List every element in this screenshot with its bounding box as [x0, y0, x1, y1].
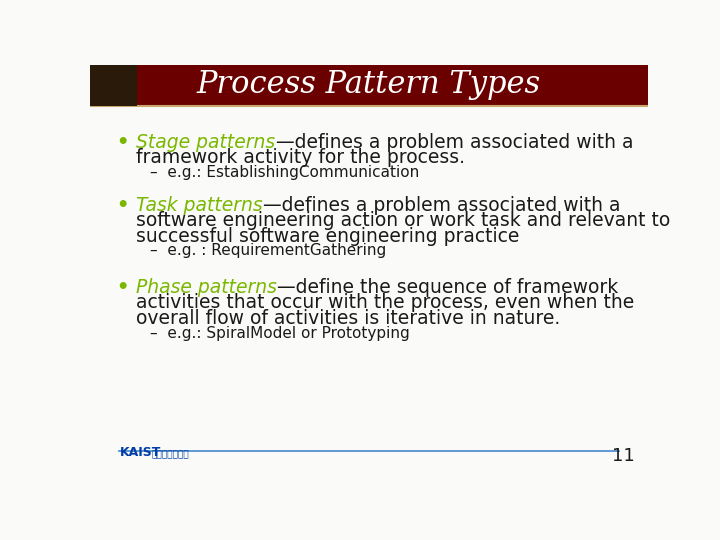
Text: —define the sequence of framework: —define the sequence of framework [277, 278, 618, 297]
Text: Phase patterns: Phase patterns [137, 278, 277, 297]
Text: software engineering action or work task and relevant to: software engineering action or work task… [137, 211, 671, 230]
Text: 한국과학기술원: 한국과학기술원 [152, 450, 189, 459]
Bar [90, 65, 648, 106]
Text: —defines a problem associated with a: —defines a problem associated with a [263, 195, 621, 215]
Text: KAIST: KAIST [120, 446, 161, 459]
Text: •: • [117, 195, 129, 215]
Text: Stage patterns: Stage patterns [137, 132, 276, 152]
Text: overall flow of activities is iterative in nature.: overall flow of activities is iterative … [137, 309, 561, 328]
Bar [90, 65, 137, 106]
Text: Process Pattern Types: Process Pattern Types [197, 69, 541, 100]
Text: framework activity for the process.: framework activity for the process. [137, 148, 466, 167]
Text: Task patterns: Task patterns [137, 195, 263, 215]
Text: –  e.g.: SpiralModel or Prototyping: – e.g.: SpiralModel or Prototyping [150, 326, 410, 341]
Text: •: • [117, 132, 129, 152]
Text: successful software engineering practice: successful software engineering practice [137, 226, 520, 246]
Text: —defines a problem associated with a: —defines a problem associated with a [276, 132, 633, 152]
Text: activities that occur with the process, even when the: activities that occur with the process, … [137, 294, 635, 313]
Text: –  e.g. : RequirementGathering: – e.g. : RequirementGathering [150, 244, 387, 259]
Text: –  e.g.: EstablishingCommunication: – e.g.: EstablishingCommunication [150, 165, 420, 180]
Text: 11: 11 [612, 447, 635, 465]
Text: •: • [117, 278, 129, 297]
